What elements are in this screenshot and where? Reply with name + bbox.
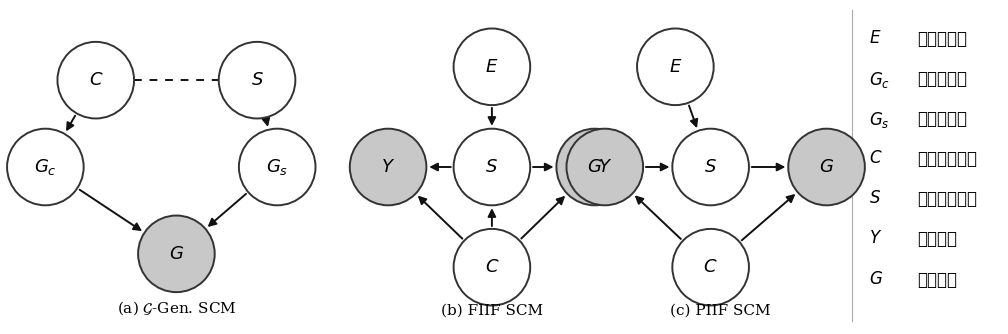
Ellipse shape — [637, 28, 714, 105]
Text: $Y$: $Y$ — [869, 230, 882, 247]
Ellipse shape — [672, 129, 749, 205]
Text: $G_{c}$: $G_{c}$ — [34, 157, 56, 177]
Ellipse shape — [7, 129, 84, 205]
Ellipse shape — [350, 129, 426, 205]
Text: $E$: $E$ — [668, 58, 682, 76]
Text: $G_c$: $G_c$ — [869, 70, 890, 90]
Text: $C$: $C$ — [89, 71, 103, 89]
Text: $S$: $S$ — [486, 158, 498, 176]
Text: $C$: $C$ — [485, 258, 499, 276]
Ellipse shape — [219, 42, 295, 119]
Text: $G$: $G$ — [588, 158, 602, 176]
Text: $Y$: $Y$ — [381, 158, 395, 176]
Text: ：不变子图: ：不变子图 — [917, 70, 968, 88]
Text: $G$: $G$ — [820, 158, 834, 176]
Text: $C$: $C$ — [704, 258, 718, 276]
Text: $E$: $E$ — [869, 30, 881, 47]
Ellipse shape — [239, 129, 316, 205]
Text: $S$: $S$ — [705, 158, 717, 176]
Text: $G_{s}$: $G_{s}$ — [266, 157, 288, 177]
Text: (a) $\mathcal{G}$-Gen. SCM: (a) $\mathcal{G}$-Gen. SCM — [117, 300, 236, 317]
Text: ：不变隐变量: ：不变隐变量 — [917, 150, 978, 168]
Ellipse shape — [57, 42, 134, 119]
Ellipse shape — [454, 229, 530, 306]
Ellipse shape — [556, 129, 633, 205]
Text: $Y$: $Y$ — [598, 158, 612, 176]
Text: $G_s$: $G_s$ — [869, 110, 890, 130]
Text: ：环境变量: ：环境变量 — [917, 30, 968, 48]
Text: $S$: $S$ — [869, 190, 881, 207]
Text: ：图数据: ：图数据 — [917, 271, 958, 289]
Text: (c) PIIF SCM: (c) PIIF SCM — [670, 303, 771, 317]
Ellipse shape — [788, 129, 865, 205]
Text: ：虚假子图: ：虚假子图 — [917, 110, 968, 128]
Text: $E$: $E$ — [485, 58, 499, 76]
Ellipse shape — [672, 229, 749, 306]
Text: $G$: $G$ — [869, 271, 883, 288]
Text: $G$: $G$ — [169, 245, 183, 263]
Ellipse shape — [454, 129, 530, 205]
Text: $C$: $C$ — [869, 150, 882, 167]
Text: ：虚假隐变量: ：虚假隐变量 — [917, 190, 978, 208]
Text: $S$: $S$ — [251, 71, 263, 89]
Text: (b) FIIF SCM: (b) FIIF SCM — [440, 303, 543, 317]
Ellipse shape — [138, 215, 215, 292]
Ellipse shape — [566, 129, 643, 205]
Text: ：图标签: ：图标签 — [917, 230, 958, 248]
Ellipse shape — [454, 28, 530, 105]
